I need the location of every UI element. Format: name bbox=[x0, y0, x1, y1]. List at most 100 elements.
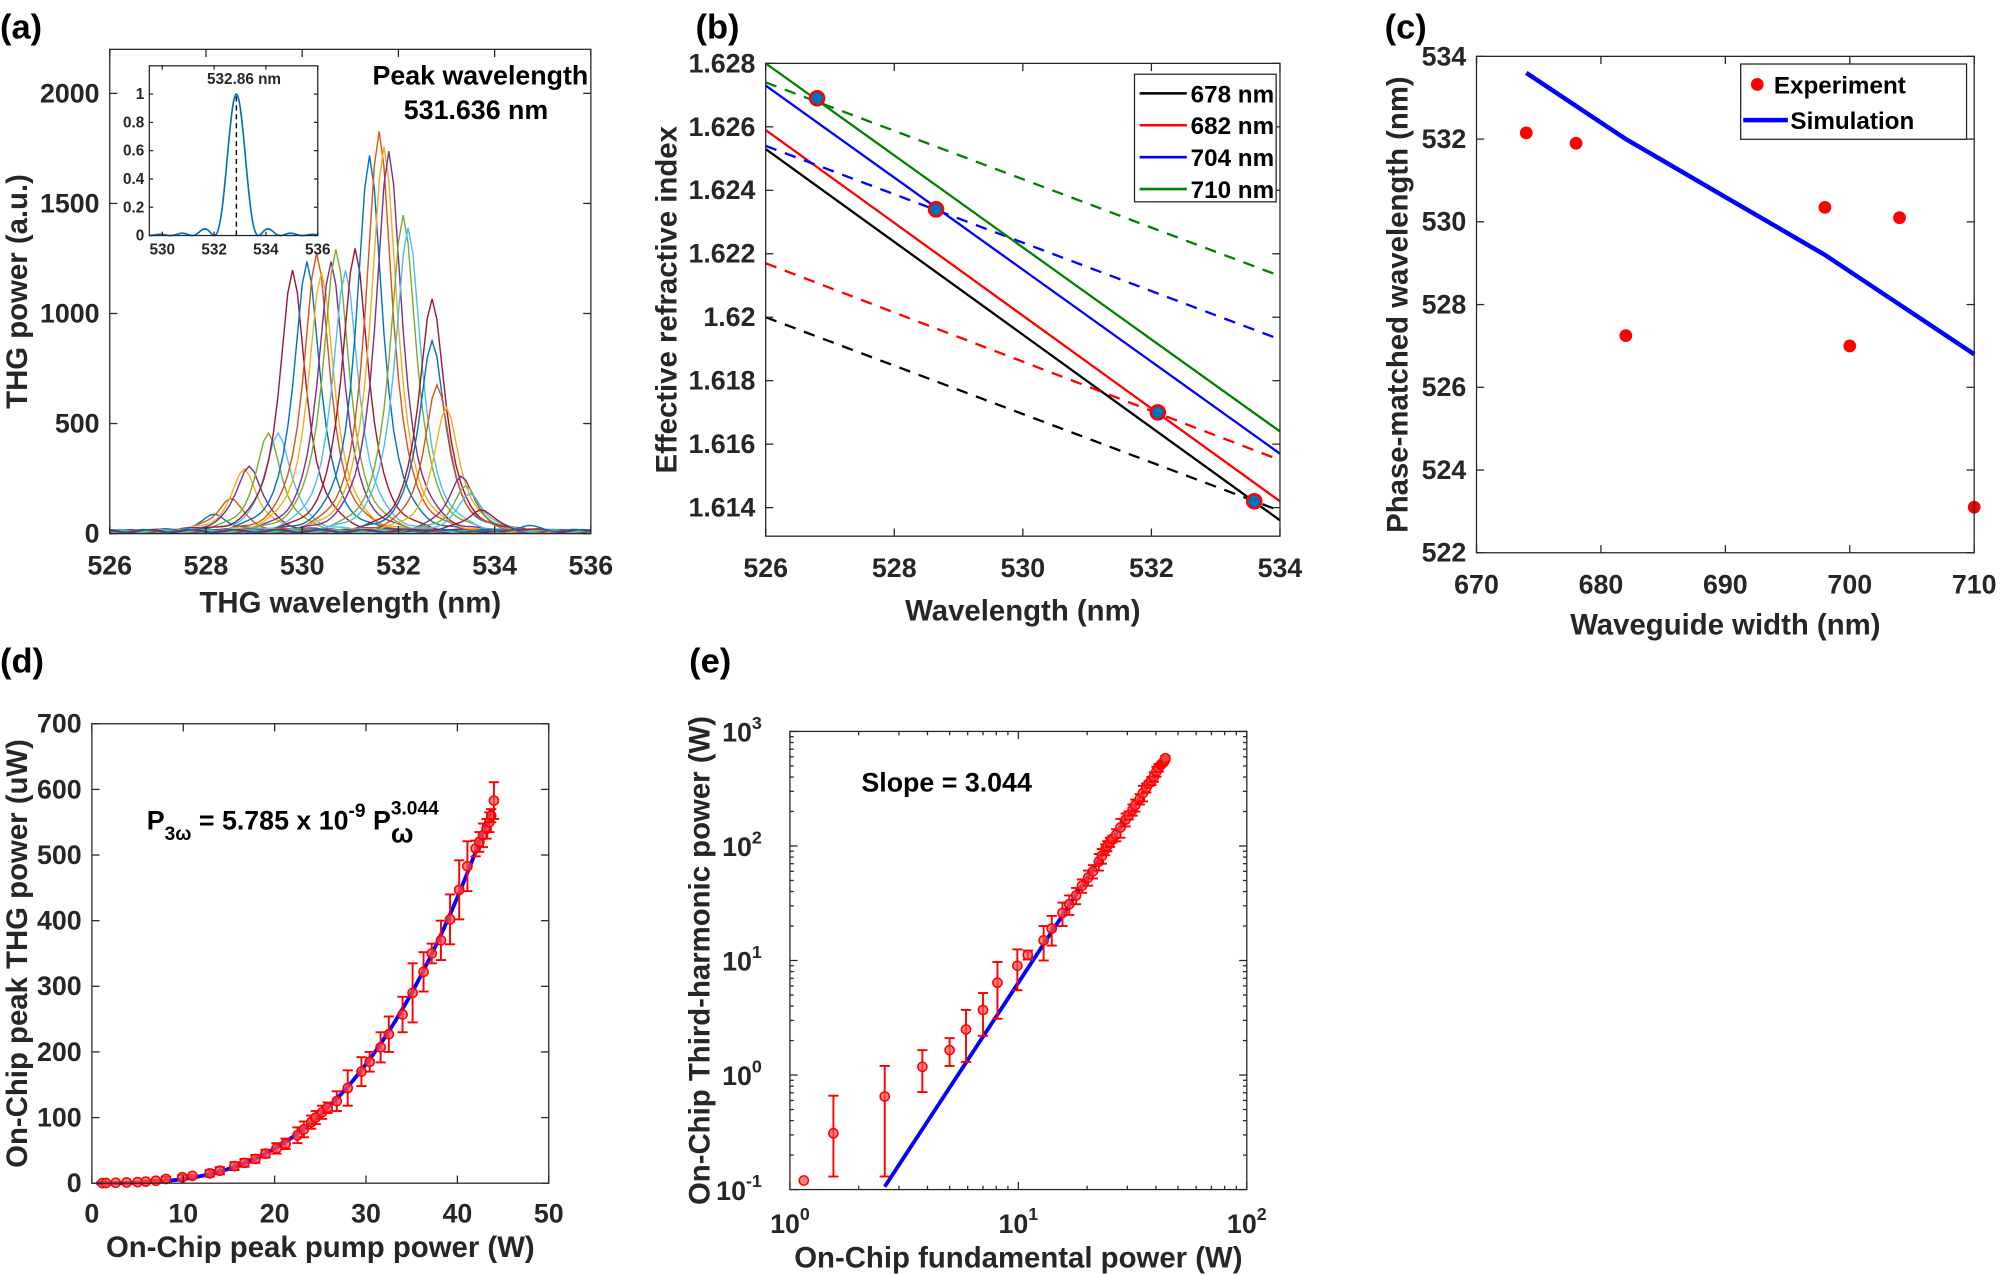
x-tick-label: 530 bbox=[280, 550, 325, 580]
equation-sup2: 3.044 bbox=[391, 798, 439, 819]
x-tick-label: 710 bbox=[1952, 570, 1997, 600]
axes-box bbox=[109, 48, 592, 535]
data-point bbox=[342, 1069, 354, 1107]
x-tick-label: 530 bbox=[150, 242, 176, 259]
experiment-point bbox=[1893, 211, 1906, 225]
data-point bbox=[444, 893, 456, 946]
y-tick-label: 532 bbox=[1422, 124, 1467, 154]
data-point bbox=[280, 1137, 291, 1151]
axes-box bbox=[789, 730, 1248, 1191]
equation-sup: -9 bbox=[349, 801, 366, 822]
phase-match-point bbox=[808, 89, 826, 107]
data-point bbox=[1159, 752, 1171, 764]
peak-wavelength-label: Peak wavelength bbox=[372, 60, 588, 90]
panel-d: 0 10 20 30 40 500100200300400500600700On-Chip… bbox=[0, 643, 564, 1264]
dashed-line-682nm bbox=[765, 262, 1281, 462]
data-point bbox=[356, 1056, 367, 1088]
legend: 678 nm 682 nm 704 nm 710 nm bbox=[1133, 73, 1277, 204]
marker bbox=[435, 934, 447, 946]
axes-box bbox=[91, 723, 550, 1184]
data-point bbox=[435, 919, 447, 962]
tick-base: 10 bbox=[722, 1061, 752, 1091]
spectrum-line bbox=[109, 338, 591, 533]
panel-label: (d) bbox=[0, 643, 44, 681]
y-tick-label: 530 bbox=[1422, 207, 1467, 237]
data-point bbox=[879, 1065, 891, 1178]
solid-line-682nm bbox=[765, 129, 1281, 503]
x-tick-label: 536 bbox=[569, 550, 614, 580]
marker bbox=[992, 977, 1003, 989]
marker bbox=[260, 1148, 271, 1160]
data-point bbox=[798, 1175, 810, 1186]
x-tick-label: 532 bbox=[376, 550, 421, 580]
marker bbox=[488, 795, 500, 806]
y-tick-label: 0 bbox=[67, 1168, 82, 1198]
data-point bbox=[260, 1148, 271, 1160]
marker bbox=[214, 1165, 226, 1177]
y-tick-label: 600 bbox=[37, 774, 82, 804]
x-axis-label: Wavelength (nm) bbox=[905, 594, 1140, 627]
marker bbox=[977, 1004, 989, 1016]
y-tick-label: 0.8 bbox=[123, 114, 145, 131]
data-point bbox=[204, 1167, 216, 1179]
marker bbox=[828, 1127, 839, 1139]
marker bbox=[280, 1138, 291, 1150]
equation-p: P bbox=[147, 806, 165, 836]
y-tick-label: 0 bbox=[136, 228, 145, 245]
marker bbox=[407, 987, 418, 999]
x-tick-label: 680 bbox=[1579, 570, 1624, 600]
data-point bbox=[214, 1165, 226, 1177]
data-point bbox=[1115, 818, 1126, 839]
x-tick-label: 100 bbox=[770, 1204, 810, 1239]
axes-box bbox=[148, 65, 319, 237]
tick-base: 10 bbox=[722, 947, 752, 977]
x-tick-label: 40 bbox=[442, 1199, 472, 1229]
y-axis-label: Effective refractive index bbox=[650, 125, 683, 473]
x-tick-label: 526 bbox=[87, 550, 132, 580]
marker bbox=[160, 1173, 172, 1185]
y-tick-label: 700 bbox=[37, 709, 82, 739]
x-tick-label: 50 bbox=[534, 1199, 564, 1229]
y-tick-label: 1.626 bbox=[688, 112, 755, 142]
y-tick-label: 522 bbox=[1422, 538, 1467, 568]
x-tick-label: 670 bbox=[1454, 570, 1499, 600]
x-tick-label: 534 bbox=[472, 550, 517, 580]
spectrum-line bbox=[109, 270, 591, 533]
data-point bbox=[1046, 914, 1058, 947]
spectrum-line bbox=[109, 272, 591, 533]
x-tick-label: 10 bbox=[168, 1199, 198, 1229]
tick-base: 10 bbox=[998, 1209, 1028, 1239]
marker bbox=[798, 1175, 810, 1186]
data-point bbox=[397, 995, 408, 1034]
plot-area bbox=[109, 131, 591, 534]
y-axis-label: Phase-matched wavelength (nm) bbox=[1382, 76, 1415, 533]
y-tick-label: 300 bbox=[37, 971, 82, 1001]
marker bbox=[1012, 960, 1023, 972]
data-point bbox=[992, 961, 1003, 1020]
data-point bbox=[462, 840, 473, 893]
marker bbox=[1022, 949, 1034, 961]
y-tick-label: 0.4 bbox=[123, 171, 145, 188]
inset-spectrum-line bbox=[149, 93, 318, 237]
tick-base: 10 bbox=[770, 1209, 800, 1239]
y-axis-label: THG power (a.u.) bbox=[1, 174, 34, 409]
x-axis-label: Waveguide width (nm) bbox=[1570, 608, 1880, 641]
legend-label: Experiment bbox=[1774, 72, 1906, 99]
marker bbox=[1038, 934, 1049, 946]
inset-plot: 530 532 534 536 0 0.2 0.4 0.6 0.8 1 532.86 nm bbox=[123, 65, 331, 259]
y-tick-label: 101 bbox=[722, 942, 762, 977]
y-tick-label: 500 bbox=[37, 840, 82, 870]
data-point bbox=[407, 962, 418, 1024]
data-point bbox=[944, 1037, 955, 1067]
marker bbox=[1057, 907, 1068, 919]
data-point bbox=[176, 1171, 188, 1183]
marker bbox=[187, 1170, 198, 1182]
dashed-line-710nm bbox=[765, 81, 1281, 278]
data-point bbox=[1012, 948, 1023, 992]
plot-area bbox=[798, 752, 1171, 1188]
x-tick-label: 532 bbox=[201, 242, 227, 259]
panel-label: (b) bbox=[696, 8, 740, 46]
y-tick-label: 0.2 bbox=[123, 199, 144, 216]
data-point bbox=[250, 1153, 261, 1165]
marker bbox=[176, 1171, 188, 1183]
